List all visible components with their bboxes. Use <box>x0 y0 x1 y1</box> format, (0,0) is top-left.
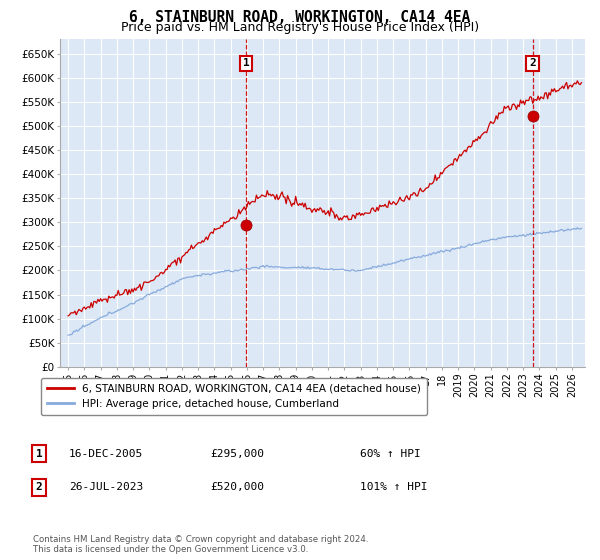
Text: £295,000: £295,000 <box>210 449 264 459</box>
Text: £520,000: £520,000 <box>210 482 264 492</box>
Text: 2: 2 <box>529 58 536 68</box>
Text: 1: 1 <box>243 58 250 68</box>
Text: 1: 1 <box>35 449 43 459</box>
Text: Price paid vs. HM Land Registry's House Price Index (HPI): Price paid vs. HM Land Registry's House … <box>121 21 479 34</box>
Legend: 6, STAINBURN ROAD, WORKINGTON, CA14 4EA (detached house), HPI: Average price, de: 6, STAINBURN ROAD, WORKINGTON, CA14 4EA … <box>41 377 427 416</box>
Text: 26-JUL-2023: 26-JUL-2023 <box>69 482 143 492</box>
Text: Contains HM Land Registry data © Crown copyright and database right 2024.
This d: Contains HM Land Registry data © Crown c… <box>33 535 368 554</box>
Text: 101% ↑ HPI: 101% ↑ HPI <box>360 482 427 492</box>
Text: 60% ↑ HPI: 60% ↑ HPI <box>360 449 421 459</box>
Text: 16-DEC-2005: 16-DEC-2005 <box>69 449 143 459</box>
Text: 6, STAINBURN ROAD, WORKINGTON, CA14 4EA: 6, STAINBURN ROAD, WORKINGTON, CA14 4EA <box>130 10 470 25</box>
Text: 2: 2 <box>35 482 43 492</box>
